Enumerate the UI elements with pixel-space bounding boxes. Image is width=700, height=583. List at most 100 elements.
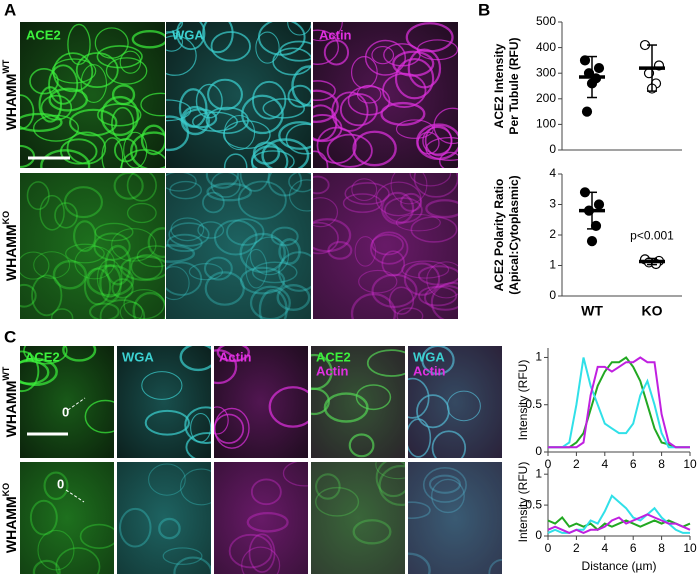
x-axis-label: Distance (µm) bbox=[582, 559, 657, 573]
tubule bbox=[395, 213, 441, 232]
row-label: WHAMMKO bbox=[1, 483, 18, 553]
tubule bbox=[96, 259, 123, 298]
micrograph bbox=[214, 346, 308, 458]
tubule bbox=[313, 29, 340, 65]
tubule bbox=[202, 191, 225, 214]
x-tick-label: 10 bbox=[683, 541, 697, 555]
channel-label: WGA bbox=[122, 349, 154, 364]
tubule bbox=[166, 261, 203, 296]
tubule bbox=[446, 390, 481, 422]
channel-label: ACE2 bbox=[26, 27, 61, 42]
tubule bbox=[287, 84, 311, 108]
tubule bbox=[239, 173, 270, 192]
line-scan-origin: 0 bbox=[57, 476, 64, 491]
tubule bbox=[206, 182, 253, 202]
tubule bbox=[378, 464, 405, 507]
tubule bbox=[408, 377, 430, 419]
overlay bbox=[311, 462, 405, 574]
tubule bbox=[245, 248, 268, 289]
tubule bbox=[313, 150, 329, 168]
channel-label: Actin bbox=[219, 349, 252, 364]
channel-label: ACE2 bbox=[316, 349, 351, 364]
micrograph bbox=[20, 462, 114, 574]
channel-label: Actin bbox=[319, 27, 352, 42]
tubule bbox=[119, 301, 143, 319]
image-signal bbox=[166, 173, 311, 319]
tubule bbox=[351, 178, 378, 202]
tubule bbox=[84, 399, 114, 434]
data-point bbox=[593, 62, 605, 74]
x-tick-label: KO bbox=[642, 303, 663, 319]
row-label: WHAMMWT bbox=[1, 366, 18, 437]
data-point bbox=[581, 106, 593, 117]
x-tick-label: 0 bbox=[545, 457, 552, 471]
tubule bbox=[126, 202, 157, 224]
overlay bbox=[311, 346, 405, 458]
x-tick-label: 8 bbox=[658, 457, 665, 471]
tubule bbox=[313, 221, 339, 255]
tubule bbox=[38, 86, 63, 123]
tubule bbox=[268, 386, 308, 428]
tubule bbox=[313, 197, 339, 228]
micrograph bbox=[408, 346, 502, 458]
tubule bbox=[313, 80, 336, 102]
y-tick-label: 3 bbox=[549, 197, 556, 211]
tubule bbox=[371, 46, 395, 65]
tubule bbox=[197, 221, 225, 239]
x-tick-label: 2 bbox=[573, 457, 580, 471]
tubule bbox=[313, 175, 330, 195]
tubule bbox=[210, 173, 241, 198]
tubule bbox=[223, 153, 248, 168]
channel-label: Actin bbox=[413, 363, 446, 378]
tubule bbox=[226, 218, 265, 246]
micrograph bbox=[166, 22, 311, 168]
tubule bbox=[282, 462, 308, 487]
line-scan-origin: 0 bbox=[62, 404, 69, 419]
tubule bbox=[31, 274, 63, 317]
tubule bbox=[120, 255, 165, 282]
tubule bbox=[288, 173, 311, 193]
tubule bbox=[488, 558, 502, 574]
tubule bbox=[313, 89, 339, 123]
tubule bbox=[375, 181, 422, 217]
tubule bbox=[249, 236, 290, 276]
y-tick-label: 0.5 bbox=[525, 397, 542, 411]
tubule bbox=[173, 556, 211, 574]
x-tick-label: 6 bbox=[630, 457, 637, 471]
tubule bbox=[158, 517, 181, 540]
row-label: WHAMMWT bbox=[1, 59, 18, 130]
micrograph bbox=[166, 173, 311, 319]
data-point bbox=[579, 55, 591, 66]
micrograph bbox=[311, 346, 405, 458]
tubule bbox=[425, 199, 458, 219]
tubule bbox=[180, 105, 210, 136]
image-signal bbox=[408, 462, 502, 574]
tubule bbox=[144, 409, 190, 436]
y-tick-label: 0.5 bbox=[525, 497, 542, 511]
tubule bbox=[73, 220, 97, 253]
tubule bbox=[350, 56, 378, 89]
tubule bbox=[43, 471, 69, 501]
tubule bbox=[350, 292, 397, 319]
tubule bbox=[315, 473, 341, 500]
y-tick-label: 0 bbox=[535, 444, 542, 458]
image-signal bbox=[214, 462, 308, 574]
tubule bbox=[148, 463, 186, 496]
tubule bbox=[130, 131, 165, 168]
tubule bbox=[216, 346, 250, 363]
tubule bbox=[413, 173, 458, 198]
tubule bbox=[250, 478, 282, 506]
tubule bbox=[175, 22, 206, 51]
tubule bbox=[390, 173, 428, 205]
tubule bbox=[261, 138, 310, 168]
tubule bbox=[241, 546, 281, 574]
row-label-sup: WT bbox=[1, 59, 11, 73]
row-label-sup: KO bbox=[1, 483, 11, 497]
tubule bbox=[288, 179, 311, 212]
y-tick-label: 1 bbox=[535, 350, 542, 364]
tubule bbox=[388, 286, 415, 315]
tubule bbox=[166, 266, 190, 301]
tubule bbox=[33, 251, 71, 279]
tubule bbox=[126, 173, 157, 202]
micrograph bbox=[20, 346, 114, 458]
